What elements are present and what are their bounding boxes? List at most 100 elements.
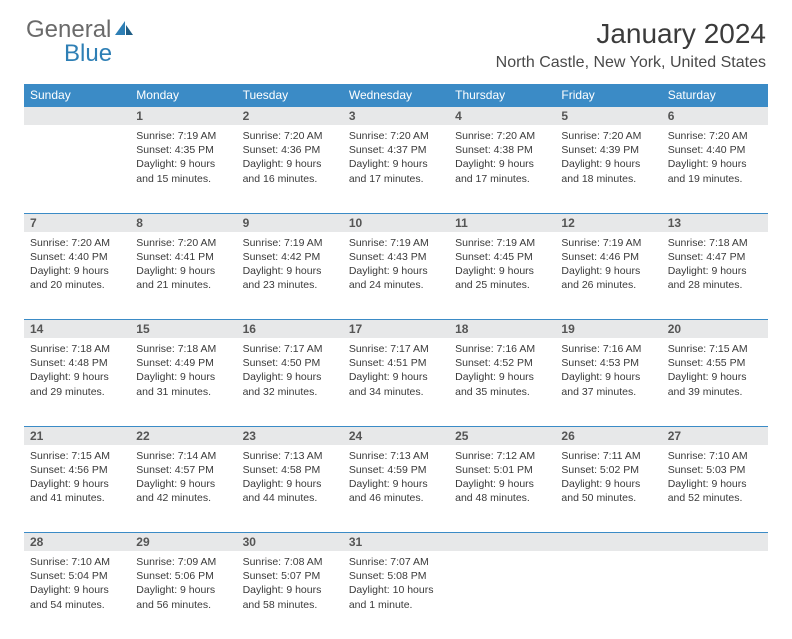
day-cell: Sunrise: 7:19 AMSunset: 4:45 PMDaylight:…	[449, 232, 555, 320]
day-cell: Sunrise: 7:20 AMSunset: 4:39 PMDaylight:…	[555, 125, 661, 213]
day-number: 12	[555, 213, 661, 232]
day-number-row: 78910111213	[24, 213, 768, 232]
daylight-text: Daylight: 9 hours and 16 minutes.	[243, 157, 337, 185]
day-cell: Sunrise: 7:19 AMSunset: 4:35 PMDaylight:…	[130, 125, 236, 213]
day-cell: Sunrise: 7:20 AMSunset: 4:40 PMDaylight:…	[662, 125, 768, 213]
sunrise-text: Sunrise: 7:13 AM	[243, 449, 337, 463]
sunrise-text: Sunrise: 7:09 AM	[136, 555, 230, 569]
day-number: 4	[449, 107, 555, 126]
daylight-text: Daylight: 9 hours and 18 minutes.	[561, 157, 655, 185]
month-title: January 2024	[496, 18, 766, 50]
sunset-text: Sunset: 5:03 PM	[668, 463, 762, 477]
sunrise-text: Sunrise: 7:12 AM	[455, 449, 549, 463]
day-number: 28	[24, 533, 130, 552]
daylight-text: Daylight: 9 hours and 41 minutes.	[30, 477, 124, 505]
day-cell: Sunrise: 7:13 AMSunset: 4:59 PMDaylight:…	[343, 445, 449, 533]
sunset-text: Sunset: 4:35 PM	[136, 143, 230, 157]
sunrise-text: Sunrise: 7:18 AM	[136, 342, 230, 356]
daylight-text: Daylight: 9 hours and 52 minutes.	[668, 477, 762, 505]
day-number: 29	[130, 533, 236, 552]
day-cell: Sunrise: 7:14 AMSunset: 4:57 PMDaylight:…	[130, 445, 236, 533]
sunset-text: Sunset: 5:02 PM	[561, 463, 655, 477]
sunset-text: Sunset: 4:50 PM	[243, 356, 337, 370]
weekday-header-row: Sunday Monday Tuesday Wednesday Thursday…	[24, 84, 768, 107]
weekday-header: Friday	[555, 84, 661, 107]
day-number: 19	[555, 320, 661, 339]
day-number-row: 21222324252627	[24, 426, 768, 445]
sunset-text: Sunset: 4:51 PM	[349, 356, 443, 370]
sunrise-text: Sunrise: 7:16 AM	[561, 342, 655, 356]
day-cell: Sunrise: 7:20 AMSunset: 4:40 PMDaylight:…	[24, 232, 130, 320]
daylight-text: Daylight: 9 hours and 17 minutes.	[455, 157, 549, 185]
day-number: 7	[24, 213, 130, 232]
sunrise-text: Sunrise: 7:11 AM	[561, 449, 655, 463]
day-number: 3	[343, 107, 449, 126]
daylight-text: Daylight: 9 hours and 44 minutes.	[243, 477, 337, 505]
sunrise-text: Sunrise: 7:10 AM	[668, 449, 762, 463]
daylight-text: Daylight: 9 hours and 24 minutes.	[349, 264, 443, 292]
day-number: 1	[130, 107, 236, 126]
sunset-text: Sunset: 4:49 PM	[136, 356, 230, 370]
sunrise-text: Sunrise: 7:20 AM	[30, 236, 124, 250]
daylight-text: Daylight: 9 hours and 23 minutes.	[243, 264, 337, 292]
sunrise-text: Sunrise: 7:20 AM	[243, 129, 337, 143]
day-cell: Sunrise: 7:19 AMSunset: 4:42 PMDaylight:…	[237, 232, 343, 320]
daylight-text: Daylight: 9 hours and 54 minutes.	[30, 583, 124, 611]
day-number: 24	[343, 426, 449, 445]
day-number: 5	[555, 107, 661, 126]
daylight-text: Daylight: 9 hours and 50 minutes.	[561, 477, 655, 505]
sunrise-text: Sunrise: 7:08 AM	[243, 555, 337, 569]
daylight-text: Daylight: 10 hours and 1 minute.	[349, 583, 443, 611]
sunrise-text: Sunrise: 7:15 AM	[30, 449, 124, 463]
day-number-row: 14151617181920	[24, 320, 768, 339]
day-number: 10	[343, 213, 449, 232]
weekday-header: Saturday	[662, 84, 768, 107]
day-number: 25	[449, 426, 555, 445]
sunrise-text: Sunrise: 7:10 AM	[30, 555, 124, 569]
daylight-text: Daylight: 9 hours and 31 minutes.	[136, 370, 230, 398]
sunrise-text: Sunrise: 7:13 AM	[349, 449, 443, 463]
sunset-text: Sunset: 4:40 PM	[668, 143, 762, 157]
daylight-text: Daylight: 9 hours and 46 minutes.	[349, 477, 443, 505]
day-cell: Sunrise: 7:20 AMSunset: 4:38 PMDaylight:…	[449, 125, 555, 213]
day-cell: Sunrise: 7:20 AMSunset: 4:36 PMDaylight:…	[237, 125, 343, 213]
day-cell: Sunrise: 7:20 AMSunset: 4:37 PMDaylight:…	[343, 125, 449, 213]
day-cell: Sunrise: 7:18 AMSunset: 4:47 PMDaylight:…	[662, 232, 768, 320]
day-number-row: 28293031	[24, 533, 768, 552]
weekday-header: Thursday	[449, 84, 555, 107]
day-number: 26	[555, 426, 661, 445]
daylight-text: Daylight: 9 hours and 35 minutes.	[455, 370, 549, 398]
day-number	[24, 107, 130, 126]
day-number: 8	[130, 213, 236, 232]
day-number: 17	[343, 320, 449, 339]
day-cell: Sunrise: 7:15 AMSunset: 4:56 PMDaylight:…	[24, 445, 130, 533]
sunrise-text: Sunrise: 7:20 AM	[349, 129, 443, 143]
header: General Blue January 2024 North Castle, …	[0, 0, 792, 78]
sail-icon	[113, 19, 135, 42]
sunset-text: Sunset: 4:41 PM	[136, 250, 230, 264]
title-block: January 2024 North Castle, New York, Uni…	[496, 18, 766, 72]
logo: General Blue	[26, 18, 135, 66]
day-number: 20	[662, 320, 768, 339]
sunrise-text: Sunrise: 7:17 AM	[243, 342, 337, 356]
sunrise-text: Sunrise: 7:17 AM	[349, 342, 443, 356]
sunrise-text: Sunrise: 7:15 AM	[668, 342, 762, 356]
day-cell: Sunrise: 7:12 AMSunset: 5:01 PMDaylight:…	[449, 445, 555, 533]
day-number	[449, 533, 555, 552]
sunset-text: Sunset: 5:01 PM	[455, 463, 549, 477]
day-number: 21	[24, 426, 130, 445]
sunset-text: Sunset: 4:39 PM	[561, 143, 655, 157]
day-cell: Sunrise: 7:08 AMSunset: 5:07 PMDaylight:…	[237, 551, 343, 639]
day-number: 16	[237, 320, 343, 339]
day-body-row: Sunrise: 7:15 AMSunset: 4:56 PMDaylight:…	[24, 445, 768, 533]
day-cell: Sunrise: 7:16 AMSunset: 4:53 PMDaylight:…	[555, 338, 661, 426]
daylight-text: Daylight: 9 hours and 19 minutes.	[668, 157, 762, 185]
sunset-text: Sunset: 4:37 PM	[349, 143, 443, 157]
sunset-text: Sunset: 4:58 PM	[243, 463, 337, 477]
day-cell: Sunrise: 7:18 AMSunset: 4:49 PMDaylight:…	[130, 338, 236, 426]
day-cell	[555, 551, 661, 639]
sunset-text: Sunset: 4:55 PM	[668, 356, 762, 370]
day-number: 15	[130, 320, 236, 339]
sunset-text: Sunset: 5:04 PM	[30, 569, 124, 583]
day-cell: Sunrise: 7:13 AMSunset: 4:58 PMDaylight:…	[237, 445, 343, 533]
